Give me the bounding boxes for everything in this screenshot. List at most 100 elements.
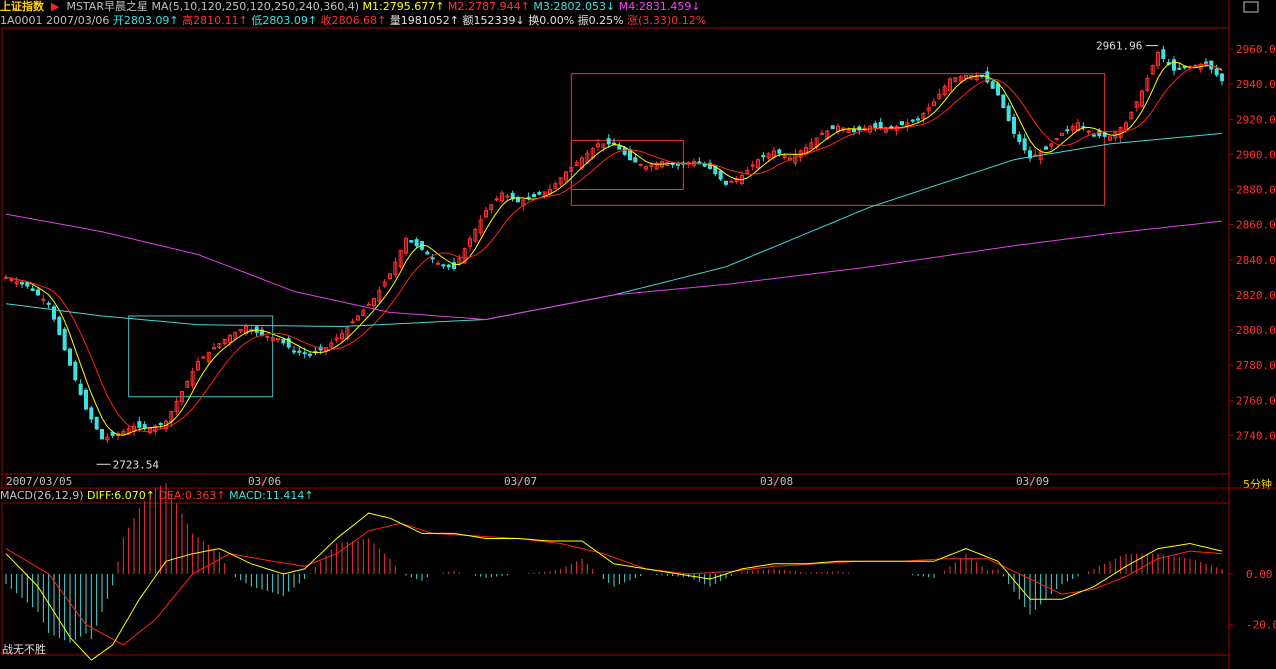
candle-body <box>73 361 78 381</box>
candle-body <box>174 400 179 413</box>
candle-body <box>1092 134 1096 137</box>
candle-body <box>1102 132 1107 137</box>
candle-body <box>590 148 595 159</box>
candle-body <box>926 107 931 112</box>
candle-body <box>1188 66 1192 69</box>
candle-body <box>532 193 536 198</box>
candle-body <box>574 162 579 167</box>
ma-m4-value: M4:2831.459↓ <box>618 0 701 13</box>
candle-body <box>414 239 419 247</box>
candle-body <box>398 249 403 267</box>
candle-body <box>153 425 158 432</box>
quote-line: 1A0001 2007/03/06 开2803.09↑ 高2810.11↑ 低2… <box>0 14 706 28</box>
ma-magenta-line <box>5 213 1223 321</box>
candle-body <box>201 356 206 359</box>
candle-body <box>558 177 563 185</box>
candle-body <box>601 143 606 148</box>
candle-body <box>334 337 339 341</box>
candle-body <box>89 407 94 420</box>
price-frame <box>1 27 1230 489</box>
open-value: 开2803.09↑ <box>112 14 179 27</box>
candle-body <box>1166 62 1171 65</box>
play-triangle-icon[interactable]: ▶ <box>47 0 63 13</box>
candle-body <box>553 183 558 189</box>
candle-body <box>825 130 830 139</box>
candle-body <box>521 199 526 207</box>
macd-dea-line <box>5 522 1223 646</box>
candle-body <box>974 74 979 81</box>
macd-panel: 0.00 -20.00 <box>5 483 1276 661</box>
candle-body <box>345 327 350 339</box>
ma-m1-value: M1:2795.677↑ <box>362 0 445 13</box>
candle-body <box>393 261 398 276</box>
index-name[interactable]: 上证指数 <box>0 0 44 13</box>
candle-body <box>1076 122 1080 132</box>
candle-body <box>1001 94 1006 109</box>
candle-body <box>990 81 995 89</box>
candle-body <box>260 329 264 336</box>
candle-body <box>446 264 451 268</box>
low-value: 低2803.09↑ <box>251 14 318 27</box>
candle-body <box>708 162 712 169</box>
candle-body <box>777 149 782 154</box>
candle-body <box>78 383 83 395</box>
candle-body <box>985 71 990 83</box>
price-tick-label: 2960.00 <box>1236 43 1276 56</box>
candle-body <box>457 258 462 265</box>
candle-body <box>548 189 552 194</box>
candle-body <box>57 316 62 335</box>
candle-body <box>1161 49 1166 59</box>
candle-body <box>468 238 472 247</box>
ma-cyan-line <box>5 132 1223 328</box>
candle-body <box>500 192 504 202</box>
time-tick-label: 2007/03/05 <box>6 475 72 488</box>
candles <box>4 45 1224 444</box>
period-label[interactable]: 5分钟 <box>1243 478 1272 491</box>
macd-tick-label: -20.00 <box>1246 619 1276 632</box>
macd-header: MACD(26,12,9) DIFF:6.070↑ DEA:0.363↑ MAC… <box>0 489 314 503</box>
candle-body <box>516 197 520 203</box>
candle-body <box>420 241 424 250</box>
candle-body <box>1038 151 1043 160</box>
volume-value: 量1981052↑ <box>389 14 460 27</box>
candle-body <box>473 228 478 242</box>
candle-body <box>1081 126 1086 129</box>
candle-body <box>478 219 483 234</box>
candle-body <box>910 119 915 122</box>
ma-lines <box>5 61 1223 436</box>
candle-body <box>164 420 168 430</box>
time-tick-label: 03/09 <box>1016 475 1049 488</box>
candle-body <box>729 180 734 183</box>
candle-body <box>1134 101 1139 108</box>
candle-body <box>1028 150 1032 159</box>
price-tick-label: 2940.00 <box>1236 78 1276 91</box>
close-value: 收2806.68↑ <box>320 14 387 27</box>
candle-body <box>569 166 574 172</box>
candle-body <box>820 132 824 135</box>
candle-body <box>937 93 942 100</box>
candle-body <box>372 297 376 306</box>
candle-body <box>665 162 670 167</box>
amplitude-value: 振0.25% <box>577 14 624 27</box>
candle-body <box>462 248 467 264</box>
candle-body <box>441 264 446 267</box>
candle-body <box>286 338 291 348</box>
candle-body <box>244 326 248 335</box>
candle-body <box>238 328 243 332</box>
candle-body <box>526 196 531 199</box>
candle-body <box>52 306 56 320</box>
macd-macd-value: MACD:11.414↑ <box>229 489 314 502</box>
candle-body <box>510 192 515 200</box>
ma-m3-value: M3:2802.053↓ <box>533 0 616 13</box>
candle-body <box>425 251 430 255</box>
candle-body <box>900 121 904 126</box>
candle-body <box>36 289 40 296</box>
candle-body <box>270 337 275 342</box>
macd-dea-value: DEA:0.363↑ <box>158 489 226 502</box>
candle-body <box>142 424 147 429</box>
candle-body <box>809 142 814 149</box>
candle-body <box>350 321 355 324</box>
candle-body <box>217 342 222 349</box>
candle-body <box>889 126 894 129</box>
